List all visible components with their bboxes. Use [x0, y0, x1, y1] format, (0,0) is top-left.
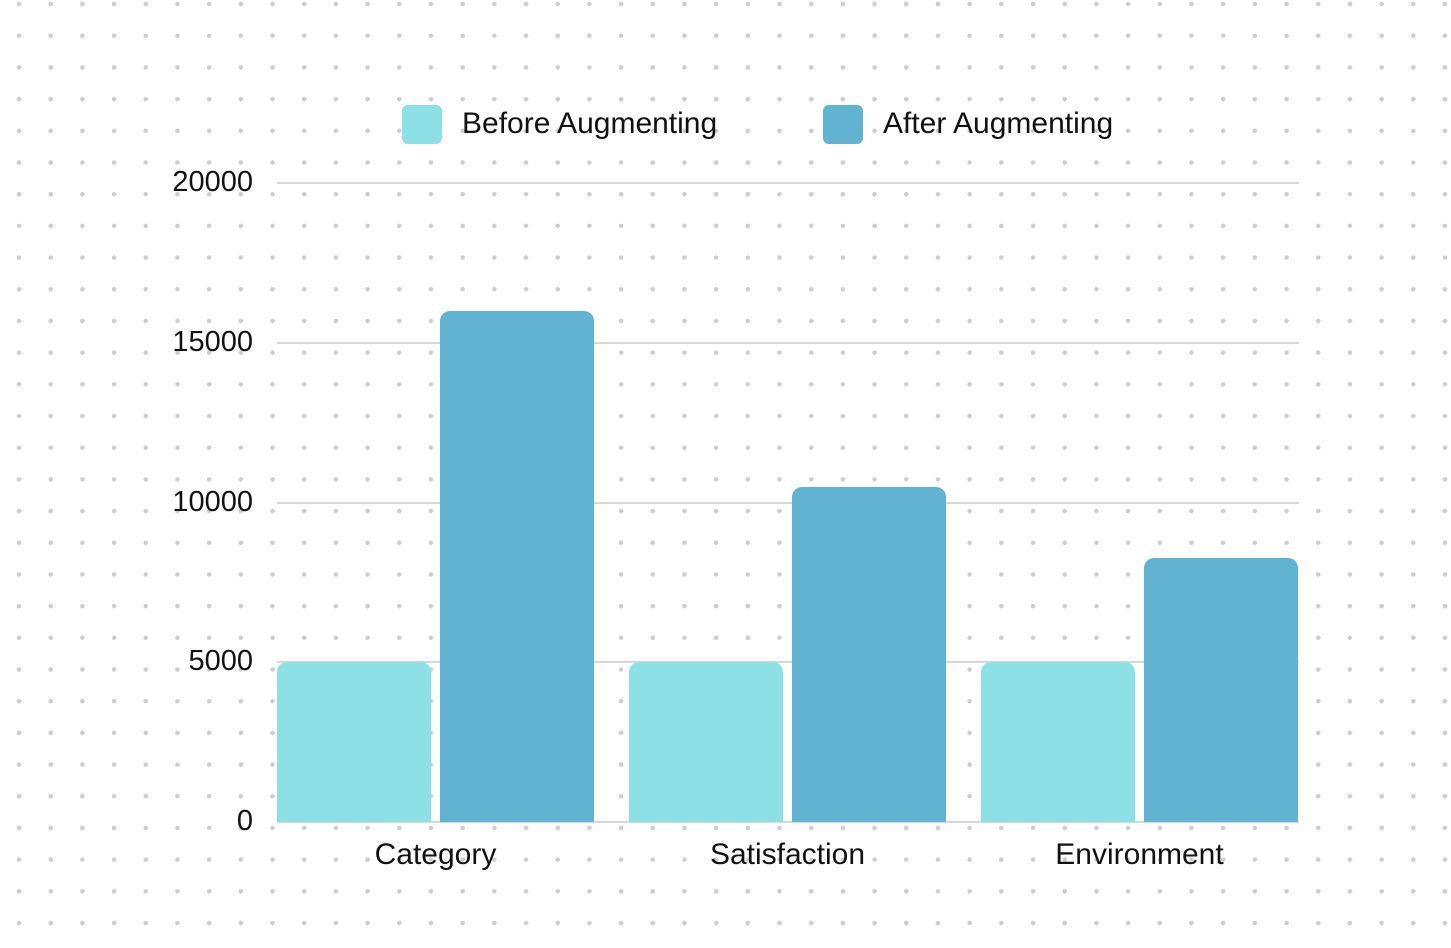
bar-before-augmenting-category [277, 662, 431, 822]
bar-before-augmenting-satisfaction [629, 662, 783, 822]
legend-swatch-icon [402, 104, 442, 144]
y-axis-tick-label: 20000 [172, 166, 253, 198]
bar-after-augmenting-environment [1144, 558, 1298, 822]
y-axis-tick-label: 0 [236, 805, 253, 837]
bar-before-augmenting-environment [981, 662, 1135, 822]
y-axis-tick-label: 15000 [172, 325, 253, 358]
legend-item-before-augmenting: Before Augmenting [402, 104, 717, 144]
legend-label: Before Augmenting [462, 107, 718, 140]
gridline-15000 [277, 341, 1299, 344]
bar-after-augmenting-category [440, 310, 594, 822]
bar-after-augmenting-satisfaction [792, 486, 946, 822]
gridline-20000 [277, 182, 1299, 184]
y-axis-tick-label: 5000 [188, 645, 253, 678]
legend-label: After Augmenting [883, 107, 1114, 140]
legend-swatch-icon [823, 104, 863, 144]
legend-item-after-augmenting: After Augmenting [823, 104, 1113, 144]
gridline-10000 [277, 501, 1299, 504]
y-axis-tick-label: 10000 [172, 485, 253, 518]
gridline-0 [277, 821, 1299, 823]
x-axis-category-label: Satisfaction [709, 838, 866, 871]
x-axis-category-label: Environment [1055, 838, 1224, 871]
gridline-5000 [277, 661, 1299, 664]
x-axis-category-label: Category [374, 838, 497, 871]
